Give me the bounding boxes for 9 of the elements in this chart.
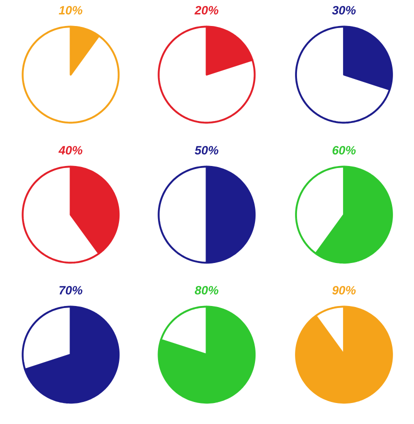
chart-title: 50%	[194, 146, 218, 154]
chart-title: 90%	[332, 286, 356, 294]
chart-title: 80%	[194, 286, 218, 294]
chart-title: 60%	[332, 146, 356, 154]
chart-title: 40%	[58, 146, 82, 154]
chart-title: 30%	[332, 6, 356, 14]
chart-title: 70%	[59, 286, 82, 294]
chart-title: 10%	[58, 6, 82, 14]
chart-title: 20%	[194, 6, 218, 14]
